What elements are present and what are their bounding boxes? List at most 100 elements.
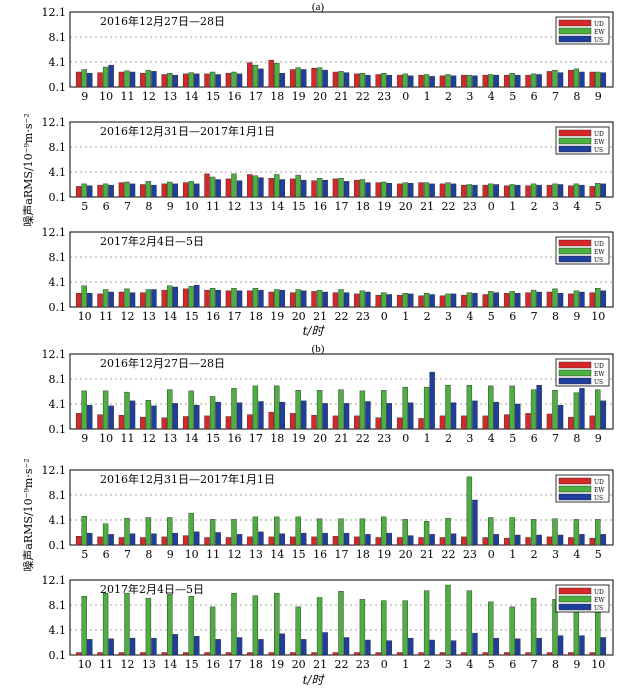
bar-ud [525, 74, 531, 88]
bar-us [493, 292, 500, 308]
bar-ew [295, 606, 301, 656]
bar-ew [295, 516, 301, 546]
bar-us [301, 532, 307, 546]
bar-ud [140, 652, 146, 656]
bar-us [172, 532, 179, 546]
bar-us [129, 400, 136, 430]
y-tick-label: 8.1 [49, 31, 67, 44]
y-tick-label: 0.1 [49, 191, 67, 204]
bar-us [386, 403, 393, 430]
bar-us [215, 401, 221, 430]
bar-ew [530, 389, 537, 430]
bar-ud [75, 293, 82, 308]
bar-ew [552, 599, 558, 656]
bar-ud [589, 415, 595, 430]
bar-us [343, 181, 350, 198]
bar-ud [482, 184, 488, 198]
x-tick-label: 4 [488, 432, 495, 445]
x-tick-label: 8 [552, 658, 559, 671]
x-tick-label: 13 [163, 90, 177, 103]
bar-ud [503, 74, 510, 88]
bar-ew [252, 516, 259, 546]
bar-ud [568, 293, 574, 308]
x-tick-label: 20 [399, 548, 413, 561]
chart-title: 2017年2月4日—5日 [100, 582, 204, 596]
bar-ud [482, 537, 488, 546]
bar-ud [525, 537, 531, 546]
bar-ud [161, 417, 167, 430]
bar-ew [530, 73, 537, 88]
bar-ud [525, 413, 531, 430]
bar-ud [503, 293, 510, 308]
bar-us [343, 637, 350, 656]
x-tick-label: 17 [335, 200, 349, 213]
bar-us [515, 534, 521, 546]
bar-ud [204, 415, 210, 430]
x-tick-label: 7 [552, 90, 559, 103]
legend-swatch-us [558, 145, 592, 153]
bar-ud [75, 186, 82, 198]
bar-ud [354, 415, 360, 430]
bar-us [579, 291, 585, 308]
bar-ew [295, 174, 301, 198]
bar-ud [482, 74, 488, 88]
bar-ud [375, 537, 381, 546]
bar-ud [332, 536, 339, 546]
bar-us [472, 632, 478, 656]
bar-us [322, 403, 328, 430]
x-tick-label: 10 [78, 310, 92, 323]
y-tick-label: 8.1 [49, 251, 67, 264]
bar-us [301, 400, 307, 430]
bar-us [129, 71, 136, 88]
x-tick-label: 20 [399, 200, 413, 213]
bar-us [408, 637, 414, 656]
bar-ud [568, 416, 574, 430]
bar-us [215, 289, 221, 308]
bar-ud [225, 73, 232, 88]
x-axis-label: t/时 [303, 673, 326, 687]
bar-ud [354, 293, 360, 308]
x-tick-label: 18 [356, 200, 370, 213]
bar-ew [167, 73, 173, 88]
x-tick-label: 1 [424, 90, 431, 103]
x-tick-label: 6 [103, 548, 110, 561]
bar-ew [145, 289, 152, 308]
bar-ew [188, 512, 194, 546]
x-tick-label: 4 [573, 200, 580, 213]
x-tick-label: 6 [509, 310, 516, 323]
x-tick-label: 2 [424, 310, 431, 323]
bar-ud [418, 537, 424, 546]
bar-ew [402, 600, 408, 656]
bar-ew [445, 293, 451, 308]
bar-ew [488, 74, 494, 88]
bar-ud [161, 652, 167, 656]
x-tick-label: 17 [335, 548, 349, 561]
bar-ew [423, 182, 430, 198]
y-tick-label: 12.1 [42, 6, 67, 19]
bar-ud [332, 178, 339, 198]
bar-ud [311, 652, 317, 656]
x-tick-label: 16 [228, 432, 242, 445]
bar-ud [311, 291, 317, 308]
bar-ud [396, 417, 403, 430]
bar-ud [354, 652, 360, 656]
x-tick-label: 12 [228, 548, 242, 561]
bar-ud [225, 290, 232, 308]
x-tick-label: 3 [445, 658, 452, 671]
legend-swatch-ud [558, 239, 592, 247]
y-tick-label: 8.1 [49, 599, 67, 612]
bar-ew [338, 178, 344, 198]
bar-us [151, 405, 157, 430]
x-tick-label: 19 [377, 548, 391, 561]
bar-us [493, 184, 500, 198]
x-tick-label: 8 [573, 90, 580, 103]
bar-ud [396, 183, 403, 198]
bar-ew [274, 516, 280, 546]
bar-ew [338, 518, 344, 546]
legend-swatch-ud [558, 477, 592, 485]
y-tick-label: 4.1 [49, 166, 67, 179]
x-tick-label: 22 [442, 548, 456, 561]
x-tick-label: 9 [81, 90, 88, 103]
x-tick-label: 15 [206, 90, 220, 103]
bar-ud [204, 289, 210, 308]
